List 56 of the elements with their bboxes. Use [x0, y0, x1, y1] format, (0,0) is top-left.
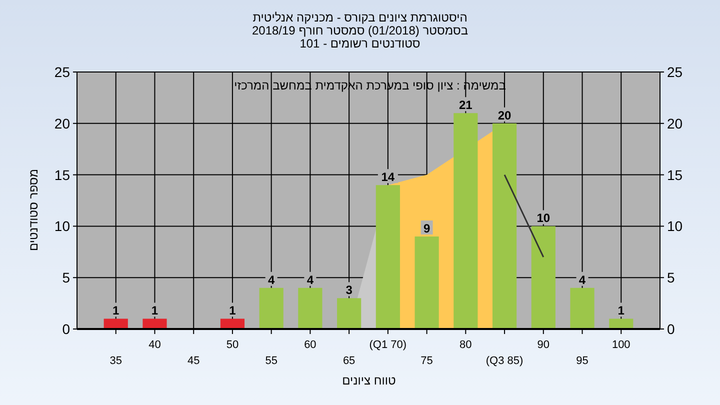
ylabel: מספר סטודנטים	[27, 168, 41, 252]
data-label: 1	[112, 304, 120, 318]
xtick: 95	[576, 354, 588, 368]
y-tick-label: 10	[54, 218, 70, 234]
y2-tick-label: 5	[667, 270, 675, 286]
data-label: 4	[306, 272, 314, 287]
data-label: 14	[381, 170, 395, 184]
y2-tick-label: 20	[667, 115, 683, 132]
subtitle: סטודנטים רשומים - 101	[300, 37, 420, 51]
subtitle: בסמסטר (01/2018) סמסטר חורף 2018/19	[252, 24, 468, 38]
xtick: 100	[612, 338, 630, 352]
bar	[259, 288, 284, 329]
xtick: (Q3 85)	[486, 354, 524, 368]
data-label: 3	[346, 283, 353, 298]
y-tick-label: 0	[62, 321, 70, 337]
bar	[104, 318, 128, 329]
bar	[220, 318, 245, 329]
bar	[570, 288, 594, 329]
y-tick-label: 20	[54, 115, 70, 132]
bar	[454, 113, 478, 329]
xtick: 35	[110, 354, 122, 368]
bar	[414, 236, 439, 329]
bar	[142, 318, 167, 329]
bar	[531, 226, 556, 329]
data-label: 1	[229, 304, 236, 318]
xlabel: טווח ציונים	[342, 374, 396, 388]
data-label: 21	[458, 98, 473, 112]
y2-tick-label: 25	[667, 64, 683, 80]
bar	[609, 318, 634, 329]
xtick: 75	[420, 354, 433, 368]
data-label: 20	[498, 108, 512, 122]
y-tick-label: 25	[54, 64, 70, 80]
bar	[337, 298, 362, 329]
y2-tick-label: 0	[667, 321, 675, 337]
data-label: 10	[536, 211, 550, 226]
data-label: 4	[268, 272, 275, 287]
xtick: 40	[148, 338, 161, 352]
xtick: 80	[460, 338, 472, 352]
xtick: 45	[187, 354, 200, 368]
y2-tick-label: 15	[667, 166, 683, 183]
y-tick-label: 5	[62, 270, 70, 286]
bar	[492, 123, 517, 329]
title: היסטוגרמת ציונים בקורס - מכניקה אנליטית	[252, 11, 468, 25]
xtick: 50	[226, 338, 239, 352]
data-label: 1	[618, 304, 625, 318]
xtick: 60	[304, 338, 316, 352]
data-label: 1	[151, 304, 158, 318]
xtick: 55	[265, 354, 278, 368]
y2-tick-label: 10	[667, 218, 683, 234]
xtick: 65	[342, 354, 356, 368]
y-tick-label: 15	[54, 166, 70, 183]
data-label: 4	[578, 272, 586, 287]
data-label: 9	[423, 221, 430, 236]
xtick: 90	[537, 338, 550, 352]
bar	[298, 288, 322, 329]
xtick: (Q1 70)	[369, 338, 407, 352]
